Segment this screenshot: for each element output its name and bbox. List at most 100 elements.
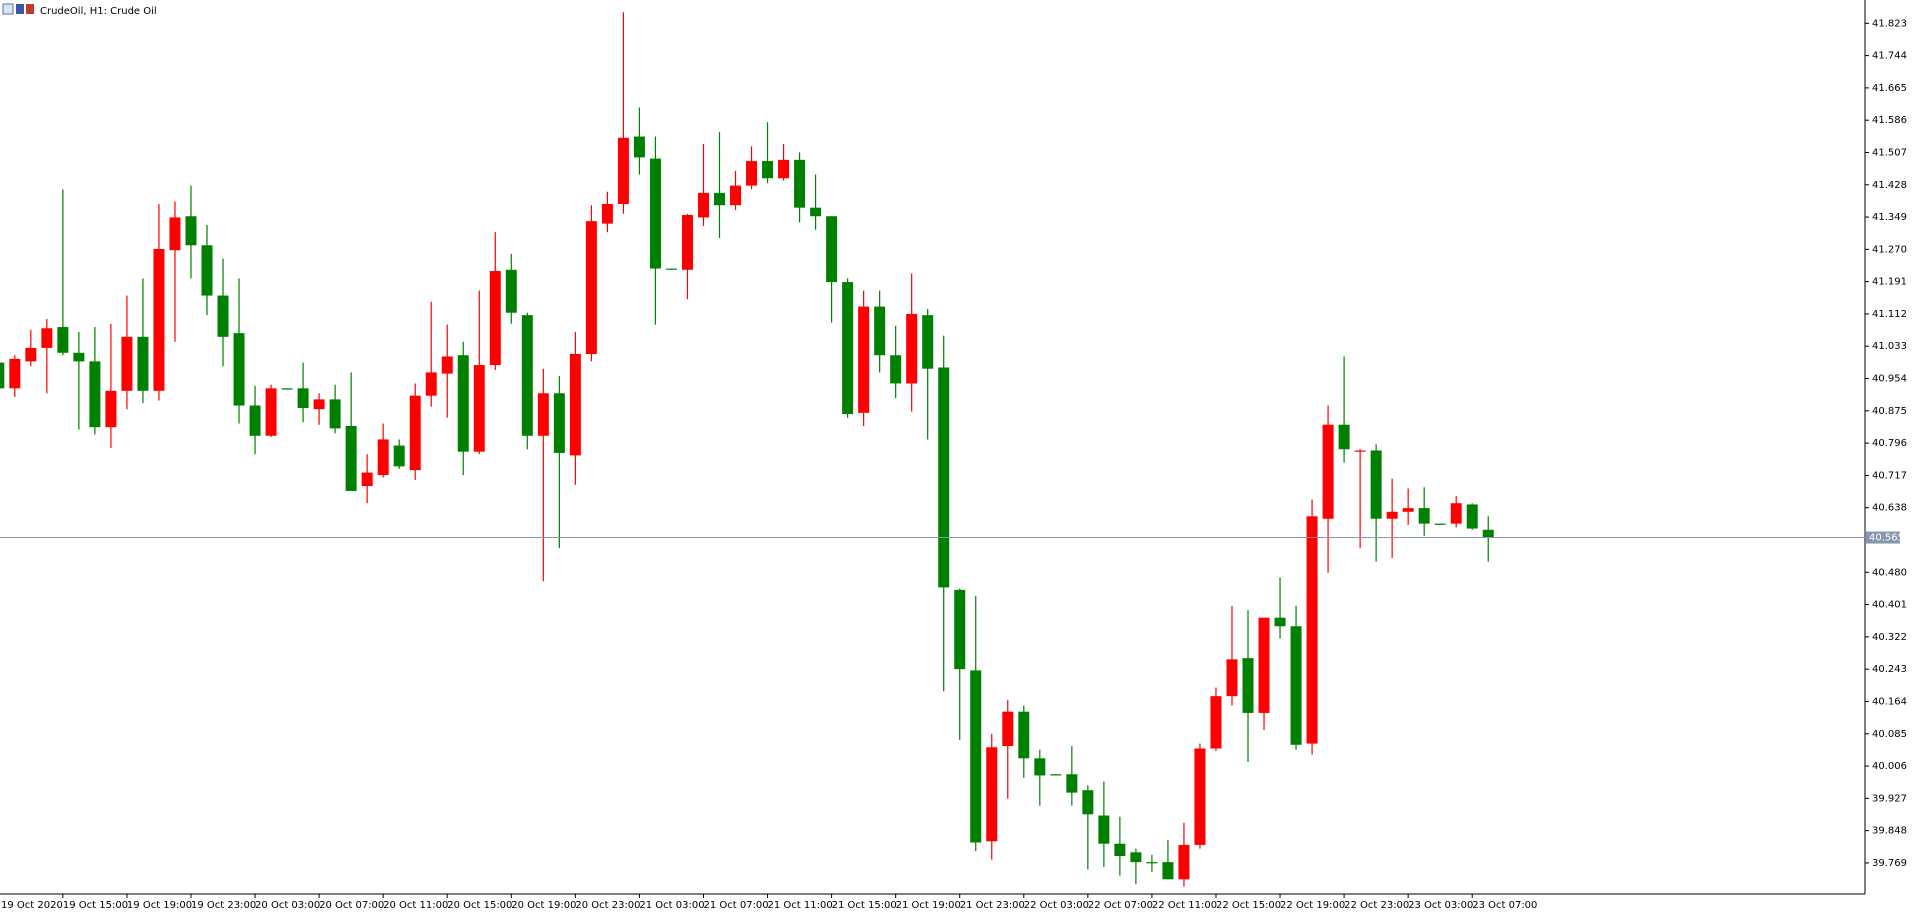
candle-body bbox=[665, 268, 677, 270]
y-tick-label: 41.823 bbox=[1872, 18, 1907, 29]
candle-body bbox=[1082, 790, 1094, 815]
candle-body bbox=[778, 159, 790, 179]
candle-body bbox=[890, 355, 902, 384]
candle-body bbox=[649, 158, 661, 269]
candle-body bbox=[441, 356, 453, 374]
candle-body bbox=[842, 282, 854, 415]
candle-body bbox=[41, 328, 53, 348]
chart-icon bbox=[2, 3, 34, 15]
candle-body bbox=[617, 137, 629, 204]
candle-body bbox=[1482, 529, 1494, 538]
y-tick-label: 40.243 bbox=[1872, 664, 1907, 675]
y-tick-label: 41.191 bbox=[1872, 277, 1907, 288]
candle-body bbox=[1370, 450, 1382, 519]
x-tick-label: 19 Oct 15:00 bbox=[63, 900, 128, 911]
y-tick-label: 39.769 bbox=[1872, 858, 1907, 869]
candle-body bbox=[1258, 617, 1270, 713]
candle-body bbox=[1114, 843, 1126, 856]
candle-body bbox=[249, 405, 261, 436]
x-tick-label: 22 Oct 19:00 bbox=[1280, 900, 1345, 911]
candle-body bbox=[1402, 508, 1414, 512]
candle-body bbox=[9, 358, 21, 389]
candle-body bbox=[1434, 523, 1446, 525]
x-tick-label: 23 Oct 03:00 bbox=[1408, 900, 1473, 911]
candle-body bbox=[1466, 504, 1478, 529]
candle-body bbox=[1002, 711, 1014, 747]
candle-body bbox=[1338, 424, 1350, 450]
x-tick-label: 22 Oct 11:00 bbox=[1152, 900, 1217, 911]
candle-body bbox=[762, 161, 774, 179]
candle-body bbox=[601, 203, 613, 224]
candle-body bbox=[810, 207, 822, 217]
candle-body bbox=[153, 248, 165, 391]
candle-body bbox=[938, 367, 950, 588]
candle-body bbox=[1034, 758, 1046, 776]
candle-body bbox=[713, 192, 725, 206]
candle-body bbox=[1418, 508, 1430, 524]
x-tick-label: 21 Oct 07:00 bbox=[703, 900, 768, 911]
y-tick-label: 41.428 bbox=[1872, 180, 1907, 191]
chart-title: CrudeOil, H1: Crude Oil bbox=[40, 6, 157, 17]
candle-body bbox=[297, 388, 309, 408]
y-tick-label: 40.875 bbox=[1872, 406, 1907, 417]
y-tick-label: 41.349 bbox=[1872, 212, 1907, 223]
candle-body bbox=[1210, 696, 1222, 749]
candle-body bbox=[1306, 516, 1318, 744]
candle-body bbox=[569, 354, 581, 456]
candle-body bbox=[361, 472, 373, 487]
y-tick-label: 41.112 bbox=[1872, 309, 1907, 320]
x-tick-label: 22 Oct 07:00 bbox=[1088, 900, 1153, 911]
candle-body bbox=[730, 185, 742, 206]
y-tick-label: 41.270 bbox=[1872, 244, 1907, 255]
candle-body bbox=[970, 670, 982, 843]
y-tick-label: 40.401 bbox=[1872, 600, 1907, 611]
candle-body bbox=[1130, 852, 1142, 863]
candle-body bbox=[874, 306, 886, 356]
candle-body bbox=[185, 216, 197, 246]
candle-body bbox=[345, 425, 357, 491]
x-tick-label: 21 Oct 19:00 bbox=[896, 900, 961, 911]
candle-body bbox=[746, 161, 758, 186]
candle-body bbox=[1098, 815, 1110, 844]
x-tick-label: 19 Oct 2020 bbox=[1, 900, 63, 911]
x-tick-label: 19 Oct 23:00 bbox=[191, 900, 256, 911]
candle-body bbox=[1354, 450, 1366, 452]
candle-body bbox=[425, 372, 437, 396]
x-tick-label: 22 Oct 03:00 bbox=[1024, 900, 1089, 911]
candle-body bbox=[137, 336, 149, 391]
x-tick-label: 20 Oct 11:00 bbox=[383, 900, 448, 911]
candle-body bbox=[1242, 658, 1254, 713]
candle-body bbox=[329, 399, 341, 429]
candle-body bbox=[681, 215, 693, 270]
y-tick-label: 40.717 bbox=[1872, 470, 1907, 481]
candle-body bbox=[265, 388, 277, 436]
candle-body bbox=[521, 315, 533, 436]
x-tick-label: 22 Oct 23:00 bbox=[1344, 900, 1409, 911]
y-tick-label: 40.322 bbox=[1872, 632, 1907, 643]
candle-body bbox=[826, 216, 838, 283]
candle-body bbox=[922, 315, 934, 369]
y-tick-label: 40.796 bbox=[1872, 438, 1907, 449]
candle-body bbox=[858, 306, 870, 413]
candle-body bbox=[585, 221, 597, 355]
x-tick-label: 22 Oct 15:00 bbox=[1216, 900, 1281, 911]
candle-body bbox=[121, 336, 133, 391]
candle-body bbox=[697, 192, 709, 218]
candle-body bbox=[954, 589, 966, 670]
candle-body bbox=[473, 365, 485, 452]
y-tick-label: 40.085 bbox=[1872, 729, 1907, 740]
candle-body bbox=[313, 399, 325, 410]
candle-body bbox=[89, 361, 101, 428]
candle-body bbox=[73, 352, 85, 362]
candle-body bbox=[457, 355, 469, 452]
y-tick-label: 40.164 bbox=[1872, 696, 1907, 707]
y-tick-label: 39.848 bbox=[1872, 826, 1907, 837]
y-tick-label: 41.665 bbox=[1872, 83, 1907, 94]
candle-body bbox=[794, 159, 806, 208]
y-tick-label: 41.744 bbox=[1872, 51, 1907, 62]
x-tick-label: 23 Oct 07:00 bbox=[1472, 900, 1537, 911]
candle-body bbox=[409, 395, 421, 471]
candle-body bbox=[57, 327, 69, 353]
candle-body bbox=[1274, 617, 1286, 627]
